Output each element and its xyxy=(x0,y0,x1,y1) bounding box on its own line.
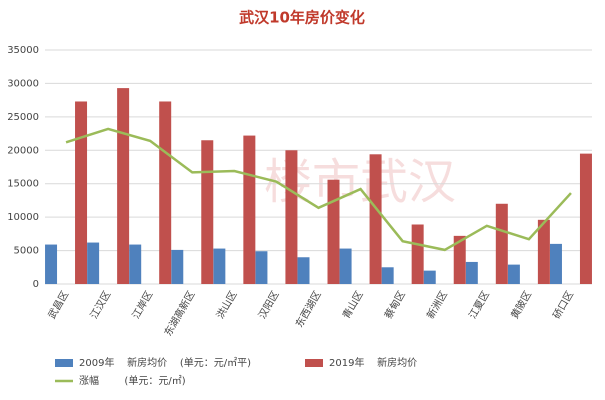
bar xyxy=(453,235,466,284)
x-tick-label: 硚口区 xyxy=(551,289,576,321)
bar xyxy=(297,257,310,284)
x-tick-label: 黄陂区 xyxy=(508,289,534,321)
legend-swatch xyxy=(305,359,323,367)
legend-label: 涨幅 (单元：元/㎡) xyxy=(79,374,186,387)
x-tick-label: 汉阳区 xyxy=(256,289,281,321)
bar xyxy=(255,251,268,284)
legend-label: 2009年 新房均价 (单元：元/㎡平) xyxy=(79,356,251,369)
x-tick-label: 蔡甸区 xyxy=(382,289,408,321)
line xyxy=(65,127,572,252)
bar xyxy=(117,88,130,284)
bar xyxy=(285,150,298,284)
y-tick-label: 25000 xyxy=(7,112,39,123)
bar xyxy=(411,224,424,284)
y-tick-label: 0 xyxy=(33,279,39,290)
y-tick-label: 20000 xyxy=(7,145,39,156)
bar xyxy=(159,101,172,284)
y-tick-label: 15000 xyxy=(7,179,39,190)
bar xyxy=(465,261,478,284)
x-tick-label: 江岸区 xyxy=(130,289,155,321)
bar xyxy=(201,140,214,284)
bar xyxy=(507,264,520,284)
x-tick-label: 东西湖区 xyxy=(292,289,323,330)
bar xyxy=(171,249,184,284)
bar xyxy=(381,267,394,284)
x-tick-label: 洪山区 xyxy=(214,289,239,321)
bar xyxy=(75,101,88,284)
x-tick-label: 青山区 xyxy=(340,289,366,321)
y-tick-label: 10000 xyxy=(7,212,39,223)
y-tick-label: 5000 xyxy=(14,246,39,257)
y-tick-label: 35000 xyxy=(7,45,39,56)
y-tick-label: 30000 xyxy=(7,78,39,89)
x-tick-label: 东湖高新区 xyxy=(161,289,197,339)
bar xyxy=(339,248,352,284)
bar xyxy=(87,242,100,284)
x-tick-label: 江汉区 xyxy=(88,289,113,321)
bar xyxy=(549,243,562,284)
bar xyxy=(579,153,592,284)
bar xyxy=(369,154,382,284)
legend-label: 2019年 新房均价 xyxy=(329,356,417,369)
x-tick-label: 武昌区 xyxy=(45,289,71,321)
bar xyxy=(243,135,256,284)
bar xyxy=(423,270,436,284)
x-tick-label: 江夏区 xyxy=(467,289,492,321)
bar xyxy=(129,244,142,284)
bar xyxy=(327,179,340,284)
bar xyxy=(45,244,58,284)
x-tick-label: 新洲区 xyxy=(424,289,450,321)
bar xyxy=(537,219,550,284)
bar xyxy=(213,248,226,284)
bar xyxy=(495,203,508,284)
chart-title: 武汉10年房价变化 xyxy=(239,9,365,27)
legend-swatch xyxy=(55,359,73,367)
